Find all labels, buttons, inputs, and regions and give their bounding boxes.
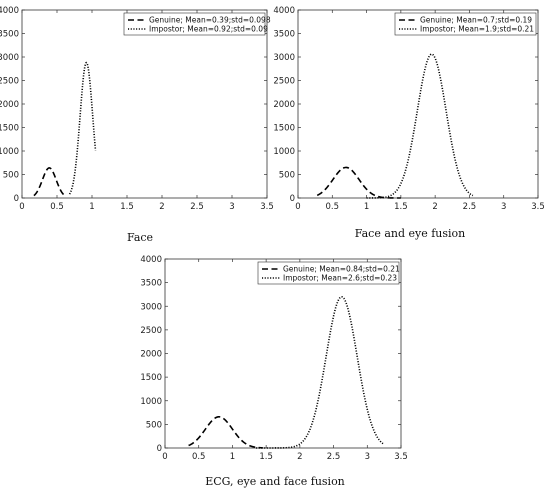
x-tick-label: 2 <box>159 202 164 212</box>
legend-box <box>257 261 400 285</box>
series-lines <box>316 53 474 199</box>
y-tick-label: 3500 <box>0 30 19 40</box>
series-genuine-line <box>33 167 66 197</box>
x-tick-label: 3 <box>365 452 370 462</box>
y-tick-label: 1500 <box>273 124 295 134</box>
y-tick-label: 4000 <box>0 6 19 16</box>
x-tick-label: 2.5 <box>463 202 477 212</box>
y-tick-label: 500 <box>279 171 295 181</box>
series-lines <box>33 61 97 197</box>
y-tick-label: 1500 <box>0 124 19 134</box>
x-tick-label: 1.5 <box>120 202 134 212</box>
y-tick-label: 0 <box>157 444 162 454</box>
x-tick-label: 0.5 <box>192 452 206 462</box>
x-tick-label: 1 <box>89 202 94 212</box>
series-lines <box>188 296 385 449</box>
y-tick-label: 1000 <box>140 397 162 407</box>
x-tick-label: 3 <box>501 202 506 212</box>
y-tick-label: 2000 <box>0 100 19 110</box>
chart-face-eye-fusion: 0 0.5 1 1.5 2 2.5 3 3.5 0 500 1000 1500 2000 2500 3000… <box>273 6 544 240</box>
x-tick-label: 3 <box>229 202 234 212</box>
y-tick-label: 2000 <box>273 100 295 110</box>
chart-ecg-eye-face-fusion: 0 0.5 1 1.5 2 2.5 3 3.5 0 500 1000 1500 2000 2500 3000… <box>140 255 407 488</box>
x-tick-label: 3.5 <box>531 202 545 212</box>
legend-label: Genuine; Mean=0.84;std=0.21 <box>283 265 400 274</box>
axis-ticks: 0 0.5 1 1.5 2 2.5 3 3.5 0 500 1000 1500 2000 2500 3000… <box>0 6 274 212</box>
y-tick-label: 1000 <box>0 147 19 157</box>
y-tick-label: 2500 <box>0 77 19 87</box>
legend-label: Genuine; Mean=0.39;std=0.098 <box>149 16 271 25</box>
x-tick-label: 1 <box>364 202 369 212</box>
x-tick-label: 1.5 <box>394 202 408 212</box>
x-tick-label: 2 <box>297 452 302 462</box>
y-tick-label: 500 <box>3 171 19 181</box>
y-tick-label: 3500 <box>273 30 295 40</box>
y-tick-label: 4000 <box>140 255 162 265</box>
x-tick-label: 1 <box>230 452 235 462</box>
legend-box <box>123 12 266 36</box>
y-tick-label: 0 <box>290 194 295 204</box>
y-tick-label: 1500 <box>140 373 162 383</box>
x-tick-label: 0 <box>19 202 24 212</box>
x-tick-label: 3.5 <box>394 452 408 462</box>
chart-caption: ECG, eye and face fusion <box>205 475 345 488</box>
x-tick-label: 2.5 <box>190 202 204 212</box>
legend-label: Impostor; Mean=0.92;std=0.09 <box>149 25 268 34</box>
x-tick-label: 2.5 <box>327 452 341 462</box>
chart-caption: Face and eye fusion <box>355 227 466 240</box>
series-impostor-line <box>256 296 385 449</box>
y-tick-label: 3000 <box>273 53 295 63</box>
y-tick-label: 500 <box>146 420 162 430</box>
x-tick-label: 2 <box>432 202 437 212</box>
chart-caption: Face <box>127 231 153 244</box>
chart-face: 0 0.5 1 1.5 2 2.5 3 3.5 0 500 1000 1500 2000 2500 3000… <box>0 6 274 244</box>
series-impostor-line <box>68 61 97 195</box>
series-genuine-line <box>188 416 263 449</box>
legend-label: Genuine; Mean=0.7;std=0.19 <box>420 16 532 25</box>
x-tick-label: 3.5 <box>260 202 274 212</box>
y-tick-label: 3500 <box>140 279 162 289</box>
legend-label: Impostor; Mean=2.6;std=0.23 <box>283 274 397 283</box>
y-tick-label: 2500 <box>273 77 295 87</box>
series-impostor-line <box>366 53 474 199</box>
y-tick-label: 2500 <box>140 326 162 336</box>
x-tick-label: 0.5 <box>326 202 340 212</box>
x-tick-label: 0.5 <box>50 202 64 212</box>
y-tick-label: 0 <box>14 194 19 204</box>
y-tick-label: 4000 <box>273 6 295 16</box>
y-tick-label: 1000 <box>273 147 295 157</box>
y-tick-label: 3000 <box>0 53 19 63</box>
legend-box <box>394 12 537 36</box>
y-tick-label: 3000 <box>140 302 162 312</box>
y-tick-label: 2000 <box>140 350 162 360</box>
x-tick-label: 0 <box>295 202 300 212</box>
x-tick-label: 0 <box>162 452 167 462</box>
series-genuine-line <box>316 166 401 199</box>
legend-label: Impostor; Mean=1.9;std=0.21 <box>420 25 534 34</box>
axis-ticks: 0 0.5 1 1.5 2 2.5 3 3.5 0 500 1000 1500 2000 2500 3000… <box>273 6 544 212</box>
axis-ticks: 0 0.5 1 1.5 2 2.5 3 3.5 0 500 1000 1500 2000 2500 3000… <box>140 255 407 462</box>
plot-frame <box>21 9 268 199</box>
x-tick-label: 1.5 <box>259 452 273 462</box>
plot-frame <box>164 258 402 449</box>
